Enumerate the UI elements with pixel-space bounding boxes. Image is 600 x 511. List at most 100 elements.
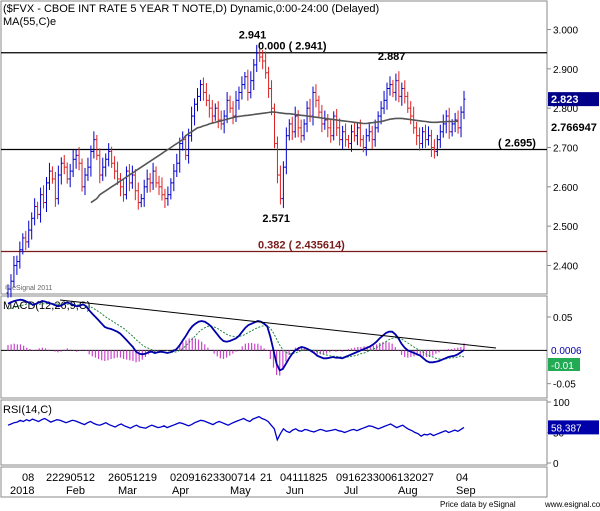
fib-levels: 0.000 ( 2.941) ( 2.695) 0.382 ( 2.435614) (1, 41, 547, 253)
candle (388, 76, 392, 96)
candle (204, 83, 208, 107)
x-day-label: 04 (456, 472, 468, 484)
candle (113, 156, 117, 180)
price-tick-label: 2.900 (553, 65, 578, 76)
price-annotation: 2.941 (239, 30, 267, 42)
candle (287, 119, 291, 141)
candle (314, 84, 318, 108)
candle (299, 119, 303, 143)
candle (68, 164, 72, 188)
x-month-label: Jul (344, 485, 358, 497)
candle (347, 134, 351, 149)
candle (169, 178, 173, 200)
x-day-label: 02091623300714 (170, 472, 256, 484)
candle (47, 162, 51, 190)
candle (397, 71, 401, 103)
candle (136, 182, 140, 210)
ma-value-tag: 2.766947 (551, 122, 597, 134)
candle (258, 48, 262, 62)
x-axis: 08 22290512 26051219 02091623300714 21 041118… (10, 472, 476, 497)
candle (133, 169, 137, 201)
candle (166, 186, 170, 206)
candle (15, 255, 19, 275)
price-annotation: 2.887 (378, 51, 406, 63)
fib-level-label: 0.382 ( 2.435614) (258, 239, 345, 251)
candle (272, 103, 276, 149)
candle (30, 212, 34, 240)
candle (400, 82, 404, 106)
signal-value-tag: -0.01 (551, 361, 574, 372)
candle (95, 134, 99, 161)
x-day-label: 22290512 (46, 472, 95, 484)
candle (154, 166, 158, 188)
candle (172, 164, 176, 192)
x-day-label: 21 (260, 472, 272, 484)
candle (42, 185, 46, 209)
candle (329, 119, 333, 143)
candle (323, 110, 327, 130)
fib-level-label: ( 2.695) (498, 137, 536, 149)
candle (246, 69, 250, 101)
price-y-axis: 3.000 2.900 2.800 2.700 2.600 2.500 2.400 2.823… (547, 26, 599, 272)
macd-y-axis: 0.05 -0.05 0.0006 -0.01 (547, 313, 599, 391)
macd-value-tag: 0.0006 (551, 346, 582, 357)
macd-line (7, 298, 465, 372)
x-month-label: Sep (456, 485, 476, 497)
candle (284, 127, 288, 175)
macd-trendline (59, 299, 497, 349)
candle (370, 125, 374, 150)
candle (225, 92, 229, 124)
candle (308, 98, 312, 122)
macd-tick-label: -0.05 (553, 380, 576, 391)
candle (44, 176, 48, 212)
x-month-label: Feb (66, 485, 85, 497)
candle (341, 125, 345, 150)
candle (243, 71, 247, 90)
candle (252, 59, 256, 91)
candle (74, 149, 78, 169)
price-tick-label: 2.400 (553, 261, 578, 272)
rsi-value-tag-bg (548, 420, 599, 435)
macd-tick-label: 0.05 (553, 313, 573, 324)
candle (456, 110, 460, 134)
candle (107, 143, 111, 167)
candle (207, 94, 211, 118)
x-day-label: 04111825 (280, 472, 327, 484)
candle (432, 139, 436, 159)
candle (157, 175, 161, 196)
candle (418, 127, 422, 151)
price-annotations: 2.941 2.571 2.887 (239, 30, 406, 226)
candle (21, 233, 25, 255)
x-axis-frame (0, 466, 548, 498)
candle (361, 134, 365, 153)
candle (56, 165, 60, 205)
candle (332, 111, 336, 141)
candle (39, 187, 43, 223)
candle (86, 157, 90, 181)
candle (80, 158, 84, 192)
candle (228, 95, 232, 113)
candle (344, 123, 348, 147)
ma-legend: MA(55,C)e (3, 16, 56, 28)
macd-panel-frame (0, 295, 548, 399)
candle (148, 173, 152, 193)
candle (127, 164, 131, 192)
candle (429, 129, 433, 157)
candle (121, 178, 125, 202)
candle (198, 79, 202, 102)
candle (145, 169, 149, 193)
candle (379, 101, 383, 125)
candle (175, 153, 179, 177)
candle (201, 77, 205, 101)
price-tick-label: 2.700 (553, 144, 578, 155)
x-day-label: 26051219 (108, 472, 157, 484)
candle (317, 95, 321, 117)
candle (441, 114, 445, 138)
rsi-y-axis: 10050058.387 (547, 398, 599, 470)
price-tick-label: 3.000 (553, 26, 578, 37)
candle (382, 90, 386, 115)
candle (249, 71, 253, 99)
candle (358, 119, 362, 147)
candle (83, 167, 87, 196)
